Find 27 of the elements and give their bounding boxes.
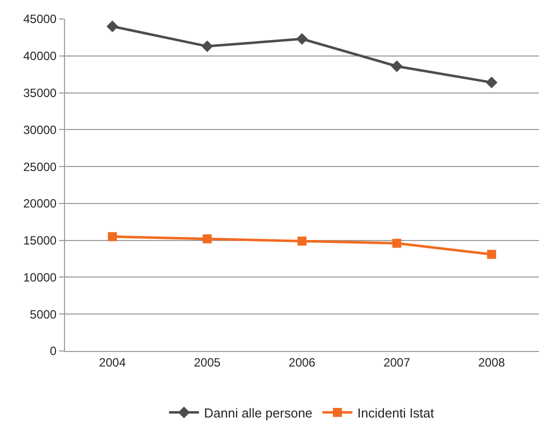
y-tick-label: 10000	[23, 270, 57, 284]
y-tick-label: 30000	[23, 122, 57, 137]
point	[201, 40, 214, 52]
point	[390, 60, 403, 72]
y-tick-label: 35000	[23, 86, 57, 100]
x-tick-label: 2005	[194, 355, 221, 370]
y-tick-label: 45000	[23, 12, 57, 26]
point	[202, 234, 212, 244]
x-tick-label: 2007	[383, 355, 410, 370]
x-tick-label: 2008	[478, 355, 506, 370]
point	[487, 250, 496, 259]
point	[486, 76, 498, 88]
point	[296, 33, 308, 45]
point	[108, 232, 117, 242]
y-tick-label: 40000	[23, 49, 57, 64]
legend-label: Danni alle persone	[204, 406, 312, 420]
y-tick-label: 0	[50, 344, 57, 358]
x-tick-label: 2006	[288, 355, 316, 370]
legend-label: Incidenti Istat	[357, 406, 434, 420]
x-tick-label: 2004	[99, 355, 126, 370]
y-tick-label: 20000	[23, 196, 57, 211]
y-tick-label: 5000	[30, 307, 57, 322]
point	[392, 238, 402, 248]
y-tick-label: 25000	[23, 160, 57, 174]
point	[106, 20, 118, 32]
y-tick-label: 15000	[23, 234, 57, 248]
point	[298, 236, 306, 246]
